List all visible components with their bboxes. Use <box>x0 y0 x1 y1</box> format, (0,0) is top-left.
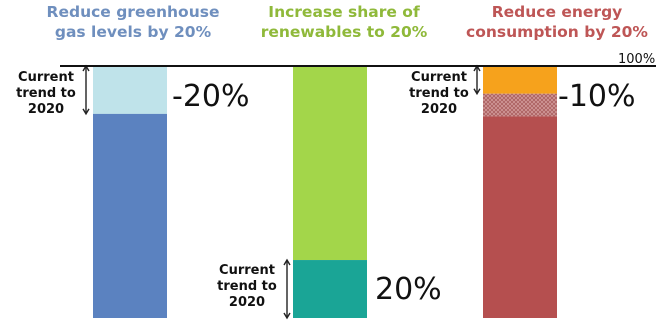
bar-segment-energy-gap <box>483 93 557 117</box>
target-label-energy: -10% <box>558 79 636 114</box>
trend-arrow-down-renewables <box>283 312 291 320</box>
trend-label-greenhouse-line-2: trend to <box>16 86 76 101</box>
reference-100-label: 100% <box>618 52 656 67</box>
bar-segment-energy-base <box>483 116 557 319</box>
title-energy-line-1: Reduce energy <box>491 3 623 21</box>
trend-label-energy-line-3: 2020 <box>420 102 458 117</box>
bar-segment-energy-current-trend <box>483 66 557 94</box>
trend-arrow-down-energy <box>473 88 481 96</box>
title-greenhouse-line-1: Reduce greenhouse <box>46 3 220 21</box>
bar-segment-renewables-current-trend <box>293 260 367 318</box>
title-renewables-line-2: renewables to 20% <box>260 23 428 41</box>
bar-segment-greenhouse-base <box>93 113 167 318</box>
trend-label-renewables: Current trend to 2020 <box>205 263 289 311</box>
title-greenhouse-line-2: gas levels by 20% <box>54 23 212 41</box>
bar-segment-renewables-base <box>293 66 367 261</box>
title-greenhouse: Reduce greenhouse gas levels by 20% <box>18 2 248 42</box>
trend-label-energy: Current trend to 2020 <box>398 70 480 118</box>
trend-label-renewables-line-3: 2020 <box>228 295 266 310</box>
bar-segment-greenhouse-current-trend <box>93 66 167 114</box>
title-renewables: Increase share of renewables to 20% <box>234 2 454 42</box>
trend-label-renewables-line-1: Current <box>219 263 275 278</box>
target-label-greenhouse: -20% <box>172 79 250 114</box>
trend-arrow-up-renewables <box>283 258 291 266</box>
trend-label-greenhouse-line-1: Current <box>18 70 74 85</box>
title-energy: Reduce energy consumption by 20% <box>442 2 672 42</box>
trend-label-greenhouse: Current trend to 2020 <box>6 70 86 118</box>
target-label-renewables: 20% <box>375 272 442 307</box>
trend-label-renewables-line-2: trend to <box>217 279 277 294</box>
title-renewables-line-1: Increase share of <box>268 3 420 21</box>
trend-arrow-down-greenhouse <box>82 108 90 116</box>
trend-label-energy-line-1: Current <box>411 70 467 85</box>
title-energy-line-2: consumption by 20% <box>466 23 648 41</box>
trend-label-energy-line-2: trend to <box>409 86 469 101</box>
trend-label-greenhouse-line-3: 2020 <box>27 102 65 117</box>
